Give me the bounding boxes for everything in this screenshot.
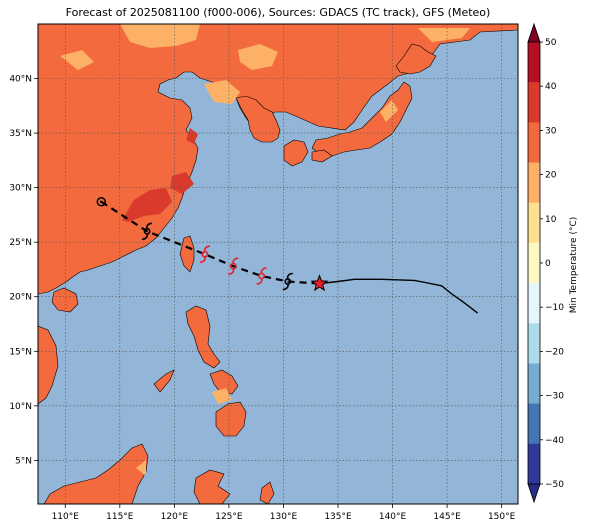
lon-tick-label: 150°E: [488, 512, 516, 522]
mindanao: [215, 401, 247, 437]
longitude-ticks: 110°E 115°E 120°E 125°E 130°E 135°E 140°E 145°E…: [52, 504, 516, 522]
lon-tick-label: 145°E: [433, 512, 461, 522]
lon-tick-label: 115°E: [106, 512, 134, 522]
colorbar-bin: [528, 283, 540, 324]
hainan: [51, 287, 79, 313]
colorbar-tick-label: 40: [545, 82, 557, 92]
lat-tick-label: 10°N: [9, 402, 32, 412]
lat-tick-label: 25°N: [9, 238, 32, 248]
storm-marker-icon: [282, 272, 293, 291]
graticule: [38, 24, 518, 504]
indochina: [38, 325, 59, 405]
colorbar-tick-label: −40: [545, 436, 564, 446]
lat-tick-label: 5°N: [15, 456, 32, 466]
typhoon-marker-icon: [256, 267, 267, 285]
typhoon-marker-icon: [199, 245, 210, 263]
typhoon-marker-icon: [228, 257, 239, 276]
map-title: Forecast of 2025081100 (f000-006), Sourc…: [65, 6, 491, 19]
tc-track: [96, 197, 479, 314]
palawan: [153, 369, 175, 393]
colorbar-bin: [528, 323, 540, 364]
latitude-ticks: 5°N 10°N 15°N 20°N 25°N 30°N 35°N 40°N: [9, 75, 38, 466]
colorbar-bin: [528, 363, 540, 404]
lon-tick-label: 120°E: [161, 512, 189, 522]
low-marker-icon: [96, 197, 107, 207]
colorbar-bin: [528, 82, 540, 123]
japan-honshu: [311, 81, 413, 157]
celebes: [193, 469, 231, 504]
lat-tick-label: 20°N: [9, 293, 32, 303]
colorbar-bin: [528, 242, 540, 284]
asia-mainland: [38, 24, 518, 295]
borneo: [43, 443, 149, 504]
map-frame: [37, 23, 519, 505]
colorbar-bin: [528, 443, 540, 485]
colorbar-tick-label: 20: [545, 171, 557, 181]
visayas: [209, 369, 239, 395]
lat-tick-label: 30°N: [9, 184, 32, 194]
lon-tick-label: 135°E: [324, 512, 352, 522]
colorbar-bin: [528, 122, 540, 163]
colorbar-extend-min: [527, 483, 541, 504]
warm-patches: [122, 128, 198, 222]
colorbar-tick-label: −20: [545, 347, 564, 357]
lat-tick-label: 40°N: [9, 75, 32, 85]
halmahera: [259, 481, 275, 504]
japan-shikoku: [311, 149, 333, 163]
taiwan: [179, 235, 195, 273]
past-track-line: [319, 278, 479, 314]
colorbar-tick-label: −50: [545, 480, 564, 490]
japan-hokkaido: [395, 43, 437, 75]
colorbar-tick-label: −10: [545, 303, 564, 313]
colorbar-tick-label: 30: [545, 126, 557, 136]
colorbar-bin: [528, 403, 540, 445]
lon-tick-label: 110°E: [52, 512, 80, 522]
colorbar-tick-label: 50: [545, 38, 557, 48]
lat-tick-label: 15°N: [9, 347, 32, 357]
colorbar-tick-label: −30: [545, 392, 564, 402]
lon-tick-label: 130°E: [270, 512, 298, 522]
lat-tick-label: 35°N: [9, 129, 32, 139]
forecast-track-line: [100, 200, 320, 285]
lon-tick-label: 140°E: [379, 512, 407, 522]
korea: [235, 95, 281, 143]
colorbar-bin: [528, 202, 540, 244]
storm-marker-icon: [142, 222, 153, 241]
lon-tick-label: 125°E: [215, 512, 243, 522]
colorbar-bin: [528, 162, 540, 204]
colorbar-tick-label: 10: [545, 215, 557, 225]
luzon: [185, 305, 221, 369]
current-position-star-icon: [310, 274, 329, 292]
colorbar-label: Min Temperature (°C): [569, 217, 579, 314]
cool-patches: [60, 24, 470, 476]
colorbar-bin: [528, 42, 540, 83]
colorbar-extend-max: [527, 22, 541, 43]
japan-kyushu: [283, 139, 309, 167]
colorbar-tick-label: 0: [545, 259, 551, 269]
colorbar: 50 40 30 20 10 0 −10 −20 −30 −40 −50: [527, 22, 564, 504]
